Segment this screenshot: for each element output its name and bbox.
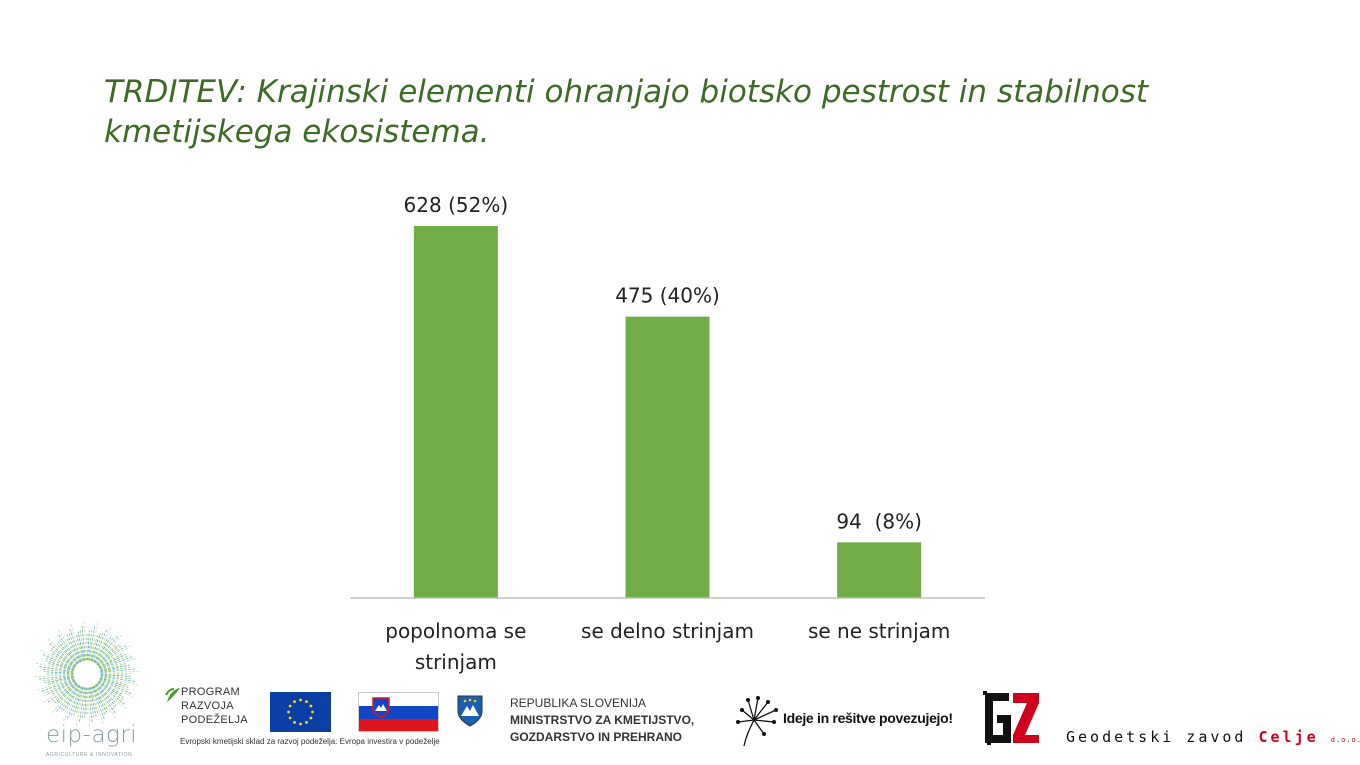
leaf-icon (165, 688, 180, 702)
title-line-1: TRDITEV: Krajinski elementi ohranjajo bi… (104, 74, 1149, 110)
program-line-3: PODEŽELJA (181, 714, 248, 726)
bar-0 (413, 226, 498, 598)
bar-1 (625, 316, 710, 598)
gz-suffix: d.o.o. (1330, 736, 1360, 744)
category-label-0-0: popolnoma se (385, 619, 526, 643)
eu-flag-icon (270, 692, 331, 732)
footer-logos: eip-agri AGRICULTURE & INNOVATION PROGRA… (0, 600, 1360, 765)
category-label-0-1: strinjam (415, 650, 497, 674)
slide-title: TRDITEV: Krajinski elementi ohranjajo bi… (104, 72, 1204, 152)
gz-logo-icon (983, 689, 1041, 747)
dandelion-icon (736, 696, 778, 747)
data-label-0: 628 (52%) (404, 193, 509, 217)
ideje-slogan: Ideje in rešitve povezujejo! (783, 710, 953, 726)
data-label-1: 475 (40%) (615, 284, 720, 308)
ministry-logo: REPUBLIKA SLOVENIJA MINISTRSTVO ZA KMETI… (510, 695, 694, 746)
ministry-line-2: MINISTRSTVO ZA KMETIJSTVO, (510, 713, 695, 727)
program-line-1: PROGRAM (181, 686, 240, 698)
bar-2 (837, 542, 922, 598)
bar-chart: 628 (52%) popolnoma se strinjam 475 (40%) se… (350, 193, 985, 674)
program-line-2: RAZVOJA (181, 700, 234, 712)
gz-company: Geodetski zavod (1066, 728, 1247, 746)
slovenia-crest-icon (457, 695, 483, 727)
fund-caption: Evropski kmetijski sklad za razvoj podež… (180, 737, 440, 746)
eip-agri-logo (34, 621, 140, 727)
data-label-2: 94 (8%) (836, 509, 922, 533)
gz-city: Celje (1258, 728, 1319, 746)
ministry-line-1: REPUBLIKA SLOVENIJA (510, 696, 647, 710)
category-label-2-0: se ne strinjam (808, 619, 950, 643)
eip-agri-wordmark: eip-agri (46, 722, 138, 748)
category-label-1-0: se delno strinjam (581, 619, 754, 643)
slovenia-flag-icon (358, 692, 439, 732)
ministry-line-3: GOZDARSTVO IN PREHRANO (510, 730, 683, 744)
gz-company-name: Geodetski zavod Celje d.o.o. (1066, 728, 1360, 746)
title-line-2: kmetijskega ekosistema. (104, 114, 490, 150)
eip-agri-tagline: AGRICULTURE & INNOVATION (46, 752, 133, 758)
